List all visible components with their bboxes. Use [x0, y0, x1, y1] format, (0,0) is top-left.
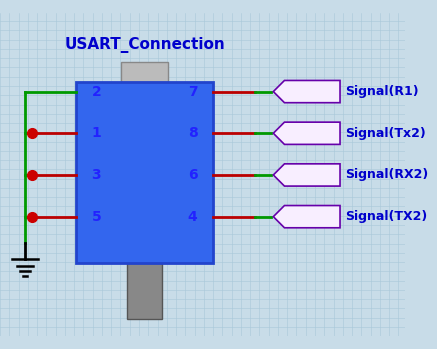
Text: Signal(Tx2): Signal(Tx2)	[345, 127, 425, 140]
Polygon shape	[273, 122, 340, 144]
Bar	[76, 82, 213, 263]
Polygon shape	[273, 206, 340, 228]
Polygon shape	[273, 81, 340, 103]
Text: 2: 2	[91, 84, 101, 98]
Text: 1: 1	[91, 126, 101, 140]
Text: 7: 7	[188, 84, 198, 98]
Text: Signal(R1): Signal(R1)	[345, 85, 418, 98]
Text: 5: 5	[91, 210, 101, 224]
Text: Signal(TX2): Signal(TX2)	[345, 210, 427, 223]
Bar	[127, 263, 162, 319]
Text: 8: 8	[188, 126, 198, 140]
Text: 4: 4	[188, 210, 198, 224]
Text: Signal(RX2): Signal(RX2)	[345, 169, 428, 181]
Text: 6: 6	[188, 168, 198, 182]
Polygon shape	[273, 164, 340, 186]
Text: 3: 3	[91, 168, 101, 182]
Bar	[121, 62, 168, 82]
Text: USART_Connection: USART_Connection	[64, 37, 225, 53]
